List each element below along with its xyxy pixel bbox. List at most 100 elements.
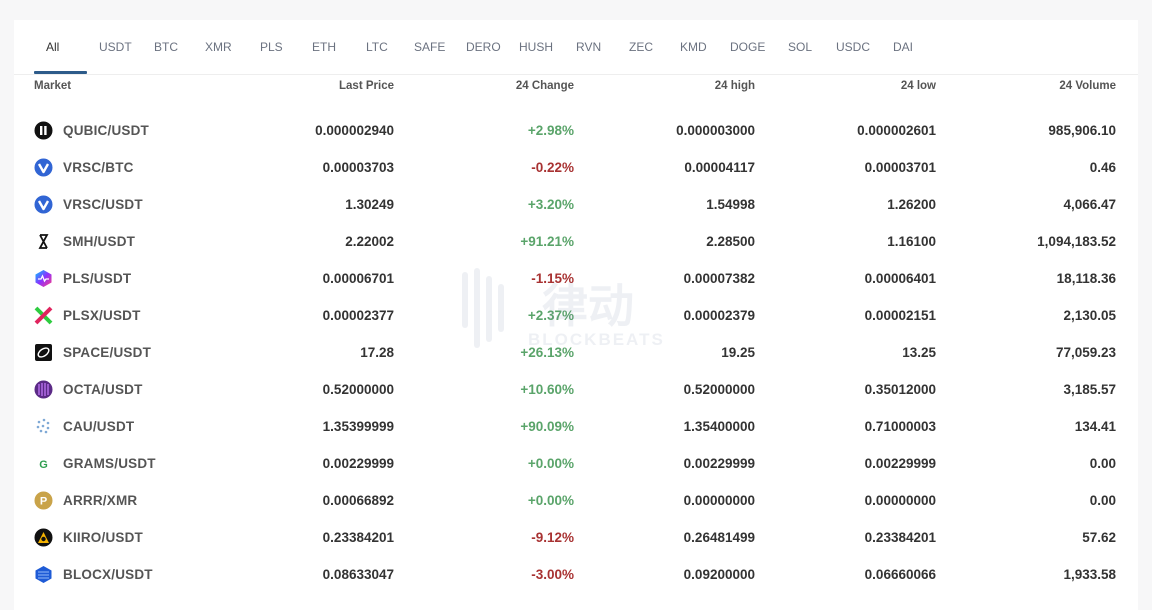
last-price-cell: 0.00066892 [322, 493, 394, 508]
market-cell[interactable]: OCTA/USDT [34, 371, 143, 408]
change-cell: +0.00% [527, 456, 574, 471]
market-pair[interactable]: GRAMS/USDT [63, 456, 156, 471]
market-pair[interactable]: PLSX/USDT [63, 308, 141, 323]
tab-all[interactable]: All [46, 40, 60, 54]
table-row[interactable]: BLOCX/USDT 0.08633047 -3.00% 0.09200000 0.06… [14, 556, 1138, 593]
header-24-volume[interactable]: 24 Volume [1059, 80, 1116, 92]
header-24-change[interactable]: 24 Change [515, 80, 574, 92]
market-cell[interactable]: G GRAMS/USDT [34, 445, 156, 482]
market-cell[interactable]: CAU/USDT [34, 408, 134, 445]
change-cell: +2.98% [527, 123, 574, 138]
tab-btc[interactable]: BTC [154, 40, 178, 54]
tab-ltc[interactable]: LTC [366, 40, 388, 54]
market-pair[interactable]: SPACE/USDT [63, 345, 152, 360]
market-cell[interactable]: BLOCX/USDT [34, 556, 153, 593]
low-cell: 0.00006401 [864, 271, 936, 286]
table-row[interactable]: OCTA/USDT 0.52000000 +10.60% 0.52000000 0.35… [14, 371, 1138, 408]
high-cell: 0.00000000 [683, 493, 755, 508]
header-last-price[interactable]: Last Price [339, 80, 394, 92]
table-row[interactable]: SMH/USDT 2.22002 +91.21% 2.28500 1.16100 1,09… [14, 223, 1138, 260]
market-cell[interactable]: KIIRO/USDT [34, 519, 143, 556]
last-price-cell: 0.00002377 [322, 308, 394, 323]
table-row[interactable]: P ARRR/XMR 0.00066892 +0.00% 0.00000000 0.000… [14, 482, 1138, 519]
tab-zec[interactable]: ZEC [629, 40, 653, 54]
markets-table: QUBIC/USDT 0.000002940 +2.98% 0.000003000 0.… [14, 112, 1138, 593]
table-row[interactable]: PLSX/USDT 0.00002377 +2.37% 0.00002379 0.000… [14, 297, 1138, 334]
change-cell: -0.22% [531, 160, 574, 175]
table-row[interactable]: KIIRO/USDT 0.23384201 -9.12% 0.26481499 0.23… [14, 519, 1138, 556]
market-cell[interactable]: PLSX/USDT [34, 297, 141, 334]
high-cell: 1.35400000 [683, 419, 755, 434]
market-cell[interactable]: PLS/USDT [34, 260, 131, 297]
change-cell: +10.60% [520, 382, 574, 397]
market-cell[interactable]: SMH/USDT [34, 223, 135, 260]
market-cell[interactable]: SPACE/USDT [34, 334, 151, 371]
low-cell: 0.00003701 [864, 160, 936, 175]
table-row[interactable]: QUBIC/USDT 0.000002940 +2.98% 0.000003000 0.… [14, 112, 1138, 149]
qubic-icon [34, 121, 53, 140]
tab-pls[interactable]: PLS [260, 40, 283, 54]
low-cell: 0.23384201 [864, 530, 936, 545]
market-pair[interactable]: VRSC/USDT [63, 197, 143, 212]
volume-cell: 134.41 [1074, 419, 1116, 434]
high-cell: 0.52000000 [683, 382, 755, 397]
change-cell: -3.00% [531, 567, 574, 582]
header-market[interactable]: Market [34, 80, 72, 92]
change-cell: +0.00% [527, 493, 574, 508]
tab-kmd[interactable]: KMD [680, 40, 707, 54]
table-row[interactable]: CAU/USDT 1.35399999 +90.09% 1.35400000 0.710… [14, 408, 1138, 445]
tab-safe[interactable]: SAFE [414, 40, 446, 54]
high-cell: 0.26481499 [683, 530, 755, 545]
smh-icon [34, 232, 53, 251]
kiiro-icon [34, 528, 53, 547]
table-row[interactable]: SPACE/USDT 17.28 +26.13% 19.25 13.25 77,059.2… [14, 334, 1138, 371]
last-price-cell: 1.30249 [345, 197, 394, 212]
tab-xmr[interactable]: XMR [205, 40, 232, 54]
table-row[interactable]: PLS/USDT 0.00006701 -1.15% 0.00007382 0.0000… [14, 260, 1138, 297]
market-pair[interactable]: OCTA/USDT [63, 382, 143, 397]
low-cell: 13.25 [902, 345, 936, 360]
active-tab-indicator [34, 71, 87, 74]
tab-hush[interactable]: HUSH [519, 40, 554, 54]
tab-eth[interactable]: ETH [312, 40, 336, 54]
volume-cell: 3,185.57 [1063, 382, 1116, 397]
market-pair[interactable]: BLOCX/USDT [63, 567, 153, 582]
market-pair[interactable]: QUBIC/USDT [63, 123, 149, 138]
tab-doge[interactable]: DOGE [730, 40, 766, 54]
tab-rvn[interactable]: RVN [576, 40, 602, 54]
header-24-low[interactable]: 24 low [900, 80, 936, 92]
pirate-chain-icon: P [34, 491, 53, 510]
change-cell: +90.09% [520, 419, 574, 434]
octa-icon [34, 380, 53, 399]
tab-usdt[interactable]: USDT [99, 40, 132, 54]
low-cell: 0.35012000 [864, 382, 936, 397]
header-24-high[interactable]: 24 high [714, 80, 755, 92]
market-pair[interactable]: KIIRO/USDT [63, 530, 144, 545]
market-pair[interactable]: SMH/USDT [63, 234, 136, 249]
volume-cell: 57.62 [1082, 530, 1116, 545]
market-cell[interactable]: VRSC/BTC [34, 149, 134, 186]
table-row[interactable]: VRSC/BTC 0.00003703 -0.22% 0.00004117 0.0000… [14, 149, 1138, 186]
last-price-cell: 0.00006701 [322, 271, 394, 286]
market-pair[interactable]: CAU/USDT [63, 419, 135, 434]
market-cell[interactable]: QUBIC/USDT [34, 112, 149, 149]
table-row[interactable]: G GRAMS/USDT 0.00229999 +0.00% 0.00229999 0.0… [14, 445, 1138, 482]
volume-cell: 0.00 [1089, 456, 1116, 471]
volume-cell: 0.46 [1089, 160, 1116, 175]
tab-sol[interactable]: SOL [788, 40, 813, 54]
svg-text:G: G [39, 459, 48, 471]
tab-usdc[interactable]: USDC [836, 40, 871, 54]
change-cell: +3.20% [527, 197, 574, 212]
market-pair[interactable]: VRSC/BTC [63, 160, 134, 175]
volume-cell: 18,118.36 [1056, 271, 1116, 286]
market-pair[interactable]: PLS/USDT [63, 271, 132, 286]
market-cell[interactable]: VRSC/USDT [34, 186, 143, 223]
tab-dai[interactable]: DAI [893, 40, 914, 54]
tab-dero[interactable]: DERO [466, 40, 501, 54]
market-pair[interactable]: ARRR/XMR [63, 493, 138, 508]
table-row[interactable]: VRSC/USDT 1.30249 +3.20% 1.54998 1.26200 4,06… [14, 186, 1138, 223]
market-cell[interactable]: P ARRR/XMR [34, 482, 137, 519]
volume-cell: 1,933.58 [1063, 567, 1116, 582]
high-cell: 1.54998 [706, 197, 755, 212]
verus-icon [34, 195, 53, 214]
